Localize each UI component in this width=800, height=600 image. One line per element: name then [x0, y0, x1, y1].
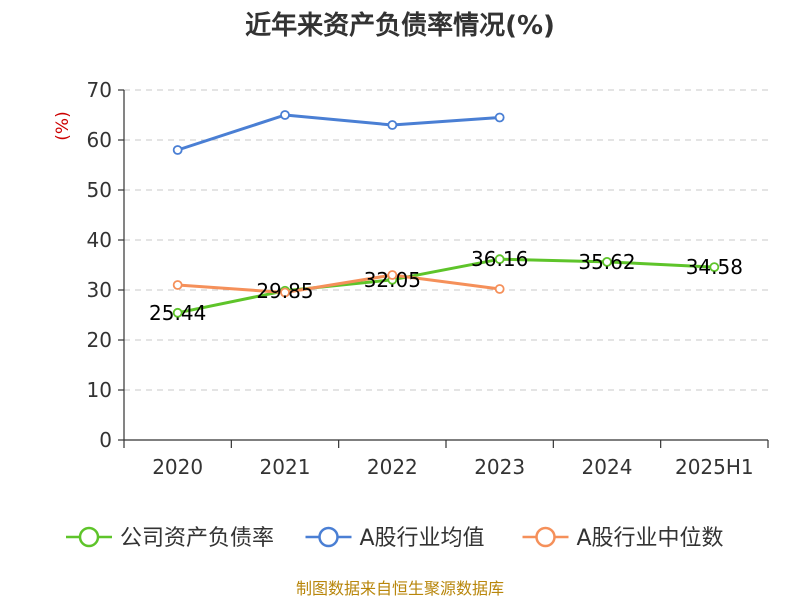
series-2-point-2022 [387, 270, 398, 280]
data-label-layer: 25.44 29.85 32.05 36.16 35.62 34.58 [149, 247, 743, 325]
legend-label-0: 公司资产负债率 [120, 526, 274, 551]
series-2-point-2020 [172, 280, 183, 290]
data-label-2021: 29.85 [256, 279, 313, 303]
data-label-2020: 25.44 [149, 301, 206, 325]
series-1-point-2023 [494, 112, 505, 123]
legend-label-1: A股行业均值 [360, 526, 485, 551]
x-tick-label-2025H1: 2025H1 [675, 455, 754, 479]
series-0-point-2023 [494, 254, 505, 265]
source-note: 制图数据来自恒生聚源数据库 [296, 579, 504, 598]
y-tick-label-10: 10 [87, 378, 112, 402]
series-0-point-2024 [602, 256, 612, 267]
y-tick-label-30: 30 [87, 278, 112, 302]
x-tick-label-2020: 2020 [152, 455, 203, 479]
legend-label-2: A股行业中位数 [577, 526, 724, 551]
y-tick-label-50: 50 [87, 178, 112, 202]
y-tick-label-70: 70 [87, 78, 112, 102]
legend-item-1[interactable]: A股行业均值 [305, 526, 485, 551]
legend-swatch-marker-0 [78, 526, 100, 548]
series-line-1 [176, 113, 502, 152]
series-2-point-2021 [280, 287, 290, 298]
series-0-point-2020 [172, 307, 183, 318]
series-1-point-2021 [280, 110, 290, 120]
data-label-2022: 32.05 [364, 268, 421, 292]
y-tick-label-20: 20 [87, 328, 112, 352]
y-tick-label-0: 0 [99, 428, 112, 452]
y-tick-label-60: 60 [87, 128, 112, 152]
legend-item-2[interactable]: A股行业中位数 [522, 526, 724, 551]
y-tick-label-40: 40 [87, 228, 112, 252]
series-layer [172, 110, 720, 318]
legend-swatch-marker-2 [535, 526, 556, 548]
series-2-point-2023 [494, 284, 505, 294]
data-label-2025H1: 34.58 [686, 255, 743, 279]
x-tick-label-2021: 2021 [260, 455, 311, 479]
legend: 公司资产负债率 A股行业均值 A股行业中位数 [66, 526, 724, 551]
x-tick-label-2024: 2024 [582, 455, 633, 479]
legend-item-0[interactable]: 公司资产负债率 [66, 526, 274, 551]
axis-layer: 0 10 20 30 40 50 60 70 2020 2021 2022 2023 2024 2025H… [87, 78, 769, 479]
chart-title: 近年来资产负债率情况(%) [245, 10, 555, 41]
grid-layer [124, 89, 768, 391]
series-1-point-2022 [387, 120, 398, 130]
data-label-2024: 35.62 [578, 250, 635, 274]
x-tick-label-2023: 2023 [474, 455, 525, 479]
y-unit-label: (%) [53, 111, 73, 140]
series-line-2 [176, 273, 502, 294]
series-0-point-2025H1 [709, 262, 720, 273]
series-1-point-2020 [172, 145, 183, 155]
series-line-0 [176, 257, 716, 315]
legend-swatch-marker-1 [318, 526, 339, 548]
data-label-2023: 36.16 [471, 247, 528, 271]
x-tick-label-2022: 2022 [367, 455, 418, 479]
